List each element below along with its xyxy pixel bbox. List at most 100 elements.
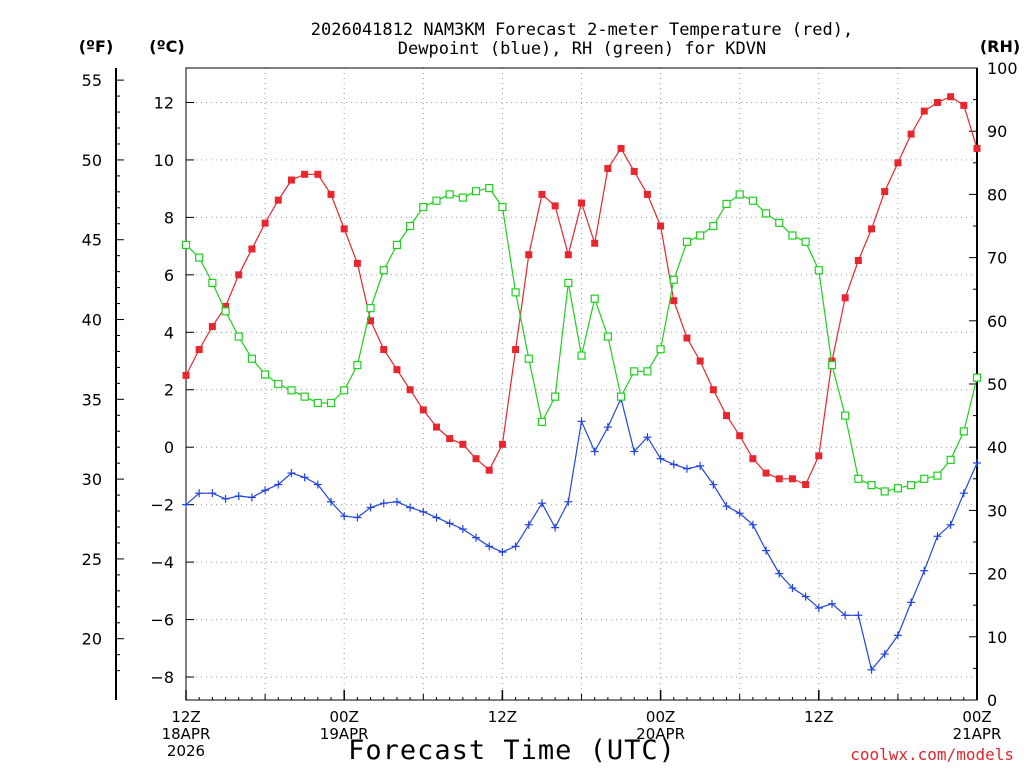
fahrenheit-tick-label: 50 [82,151,102,170]
temperature-point [920,107,928,115]
dewpoint-point [511,542,520,551]
rh-tick-label: 10 [987,628,1007,647]
rh-point [366,304,375,313]
fahrenheit-tick-label: 25 [82,550,102,569]
rh-point [379,266,388,275]
rh-point [775,218,784,227]
dewpoint-point [682,464,691,473]
x-tick-label: 18APR [162,725,211,743]
dewpoint-point [234,492,243,501]
dewpoint-point [696,461,705,470]
fahrenheit-tick-label: 40 [82,311,102,330]
temperature-point [657,222,665,230]
temperature-point [960,101,968,109]
temperature-point [353,259,361,267]
temperature-point [340,225,348,233]
dewpoint-point [498,548,507,557]
celsius-tick-label: 6 [164,266,174,285]
rh-point [577,351,586,360]
celsius-tick-label: 10 [154,151,174,170]
dewpoint-point [366,503,375,512]
dewpoint-point [656,454,665,463]
rh-point [498,202,507,212]
temperature-point [762,469,770,477]
temperature-point [709,386,717,394]
temperature-point [696,357,704,365]
dewpoint-point [432,513,441,522]
temperature-point [723,412,731,420]
rh-point [432,196,441,205]
temperature-point [222,302,230,310]
temperature-point [854,256,862,264]
temperature-point [868,225,876,233]
fahrenheit-tick-label: 55 [82,71,102,90]
x-tick-label: 19APR [320,725,369,743]
celsius-tick-label: 12 [154,93,174,112]
rh-point [392,240,402,250]
temperature-point [815,452,823,460]
temperature-point [327,190,335,198]
rh-tick-label: 90 [987,122,1007,141]
dewpoint-point [603,423,612,432]
rh-point [906,481,916,490]
temperature-point [432,423,440,431]
rh-point [643,367,652,376]
temperature-point [406,386,414,394]
grid-lines [186,68,977,700]
dewpoint-point [735,509,744,518]
temperature-point [617,144,625,152]
x-axis-title: Forecast Time (UTC) [348,735,676,766]
dewpoint-point [722,502,731,511]
temperature-point [301,170,309,178]
dewpoint-point [841,611,850,620]
chart-title-line-2: Dewpoint (blue), RH (green) for KDVN [398,39,766,59]
dewpoint-point [287,469,296,478]
rh-point [353,360,362,370]
celsius-tick-label: 4 [164,323,174,342]
rh-point [854,474,863,483]
rh-point [511,288,520,297]
dewpoint-point [788,583,797,592]
dewpoint-point [195,489,204,498]
dewpoint-point [709,480,718,489]
rh-point [603,332,612,341]
rh-point [551,392,560,401]
credit-text: coolwx.com/models [850,745,1014,764]
dewpoint-point [867,665,876,674]
rh-point [696,231,705,240]
rh-point [880,487,889,496]
rh-point [274,379,283,389]
fahrenheit-tick-label: 30 [82,470,102,489]
rh-point [313,398,322,408]
dewpoint-point [551,523,560,532]
dewpoint-point [643,433,652,442]
dewpoint-point [485,542,494,551]
rh-point [524,354,533,363]
temperature-point [182,371,190,379]
rh-point [537,417,547,427]
axes: −8 −6 −4 −2 0 2 4 6 8 10 12 20 25 30 35 40 45 50 55 0 10 20 30… [82,59,1018,760]
rh-point [841,411,850,420]
temperature-point [472,455,480,463]
rh-point [616,392,626,401]
dewpoint-point [208,489,217,498]
temperature-point [643,190,651,198]
temperature-point [525,251,533,259]
dewpoint-point [907,598,916,607]
x-tick-label: 00Z [962,708,991,726]
rh-point [748,196,757,205]
celsius-axis-label: (ºC) [149,37,184,56]
dewpoint-point [630,447,639,456]
temperature-point [551,202,559,210]
temperature-point [749,455,757,463]
rh-point [590,294,599,303]
temperature-point [538,190,546,198]
rh-point [801,237,810,246]
temperature-point [788,475,796,483]
rh-point [867,481,876,490]
dewpoint-point [564,497,573,506]
dewpoint-point [959,489,968,498]
rh-point [630,367,639,376]
temperature-point [604,165,612,173]
dewpoint-point [946,520,955,529]
